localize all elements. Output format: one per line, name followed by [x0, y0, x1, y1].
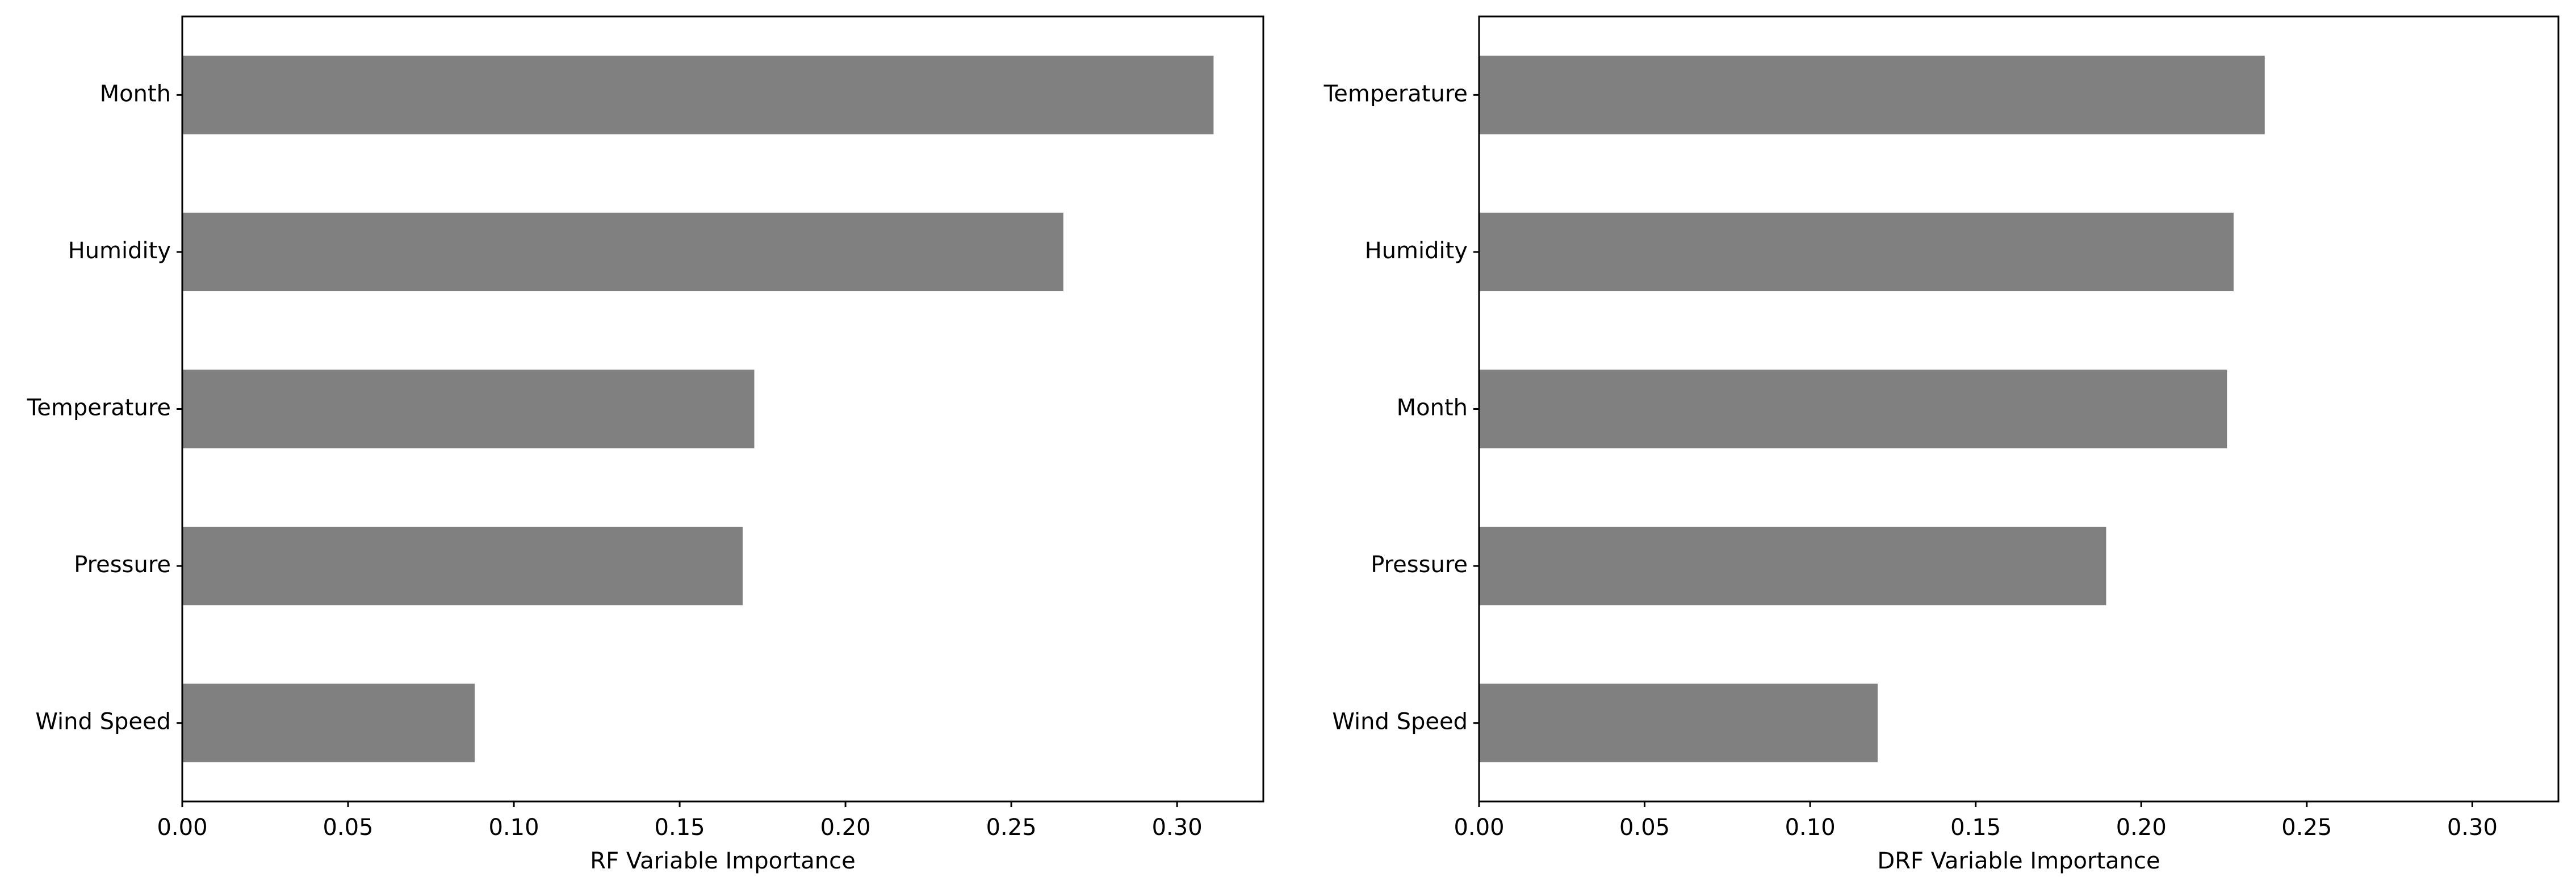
x-tick-label: 0.00: [1454, 815, 1504, 841]
y-tick-label: Month: [100, 81, 171, 107]
x-axis-label: DRF Variable Importance: [1877, 848, 2160, 874]
y-tick-label: Wind Speed: [35, 709, 171, 735]
y-tick-label: Humidity: [68, 238, 171, 264]
bar: [1479, 56, 2265, 135]
bar: [1479, 212, 2234, 292]
bar: [1479, 683, 1878, 762]
x-tick-label: 0.25: [986, 815, 1037, 841]
bar: [1479, 370, 2227, 448]
y-tick-label: Temperature: [1323, 81, 1468, 107]
bar: [182, 212, 1063, 292]
axes-frame: [1478, 15, 2560, 803]
x-axis-label: RF Variable Importance: [590, 848, 855, 874]
x-tick-label: 0.20: [820, 815, 871, 841]
bar: [182, 683, 475, 762]
y-tick-label: Pressure: [1371, 552, 1468, 578]
x-tick-label: 0.10: [489, 815, 539, 841]
x-tick-label: 0.05: [1619, 815, 1670, 841]
x-tick-label: 0.30: [2447, 815, 2498, 841]
x-tick-label: 0.15: [1950, 815, 2001, 841]
x-tick-label: 0.10: [1785, 815, 1836, 841]
y-tick-label: Temperature: [27, 395, 171, 421]
x-tick-label: 0.15: [655, 815, 705, 841]
y-tick-label: Wind Speed: [1332, 709, 1468, 735]
bar: [182, 370, 755, 448]
bar: [182, 526, 743, 606]
x-tick-label: 0.20: [2116, 815, 2167, 841]
y-tick-label: Pressure: [74, 552, 171, 578]
x-tick-label: 0.05: [322, 815, 373, 841]
y-tick-label: Humidity: [1365, 238, 1468, 264]
y-tick-label: Month: [1397, 395, 1468, 421]
x-tick-label: 0.25: [2281, 815, 2332, 841]
x-tick-label: 0.00: [157, 815, 207, 841]
bar: [182, 56, 1214, 135]
bar: [1479, 526, 2106, 606]
x-tick-label: 0.30: [1152, 815, 1203, 841]
axes-frame: [181, 15, 1264, 803]
